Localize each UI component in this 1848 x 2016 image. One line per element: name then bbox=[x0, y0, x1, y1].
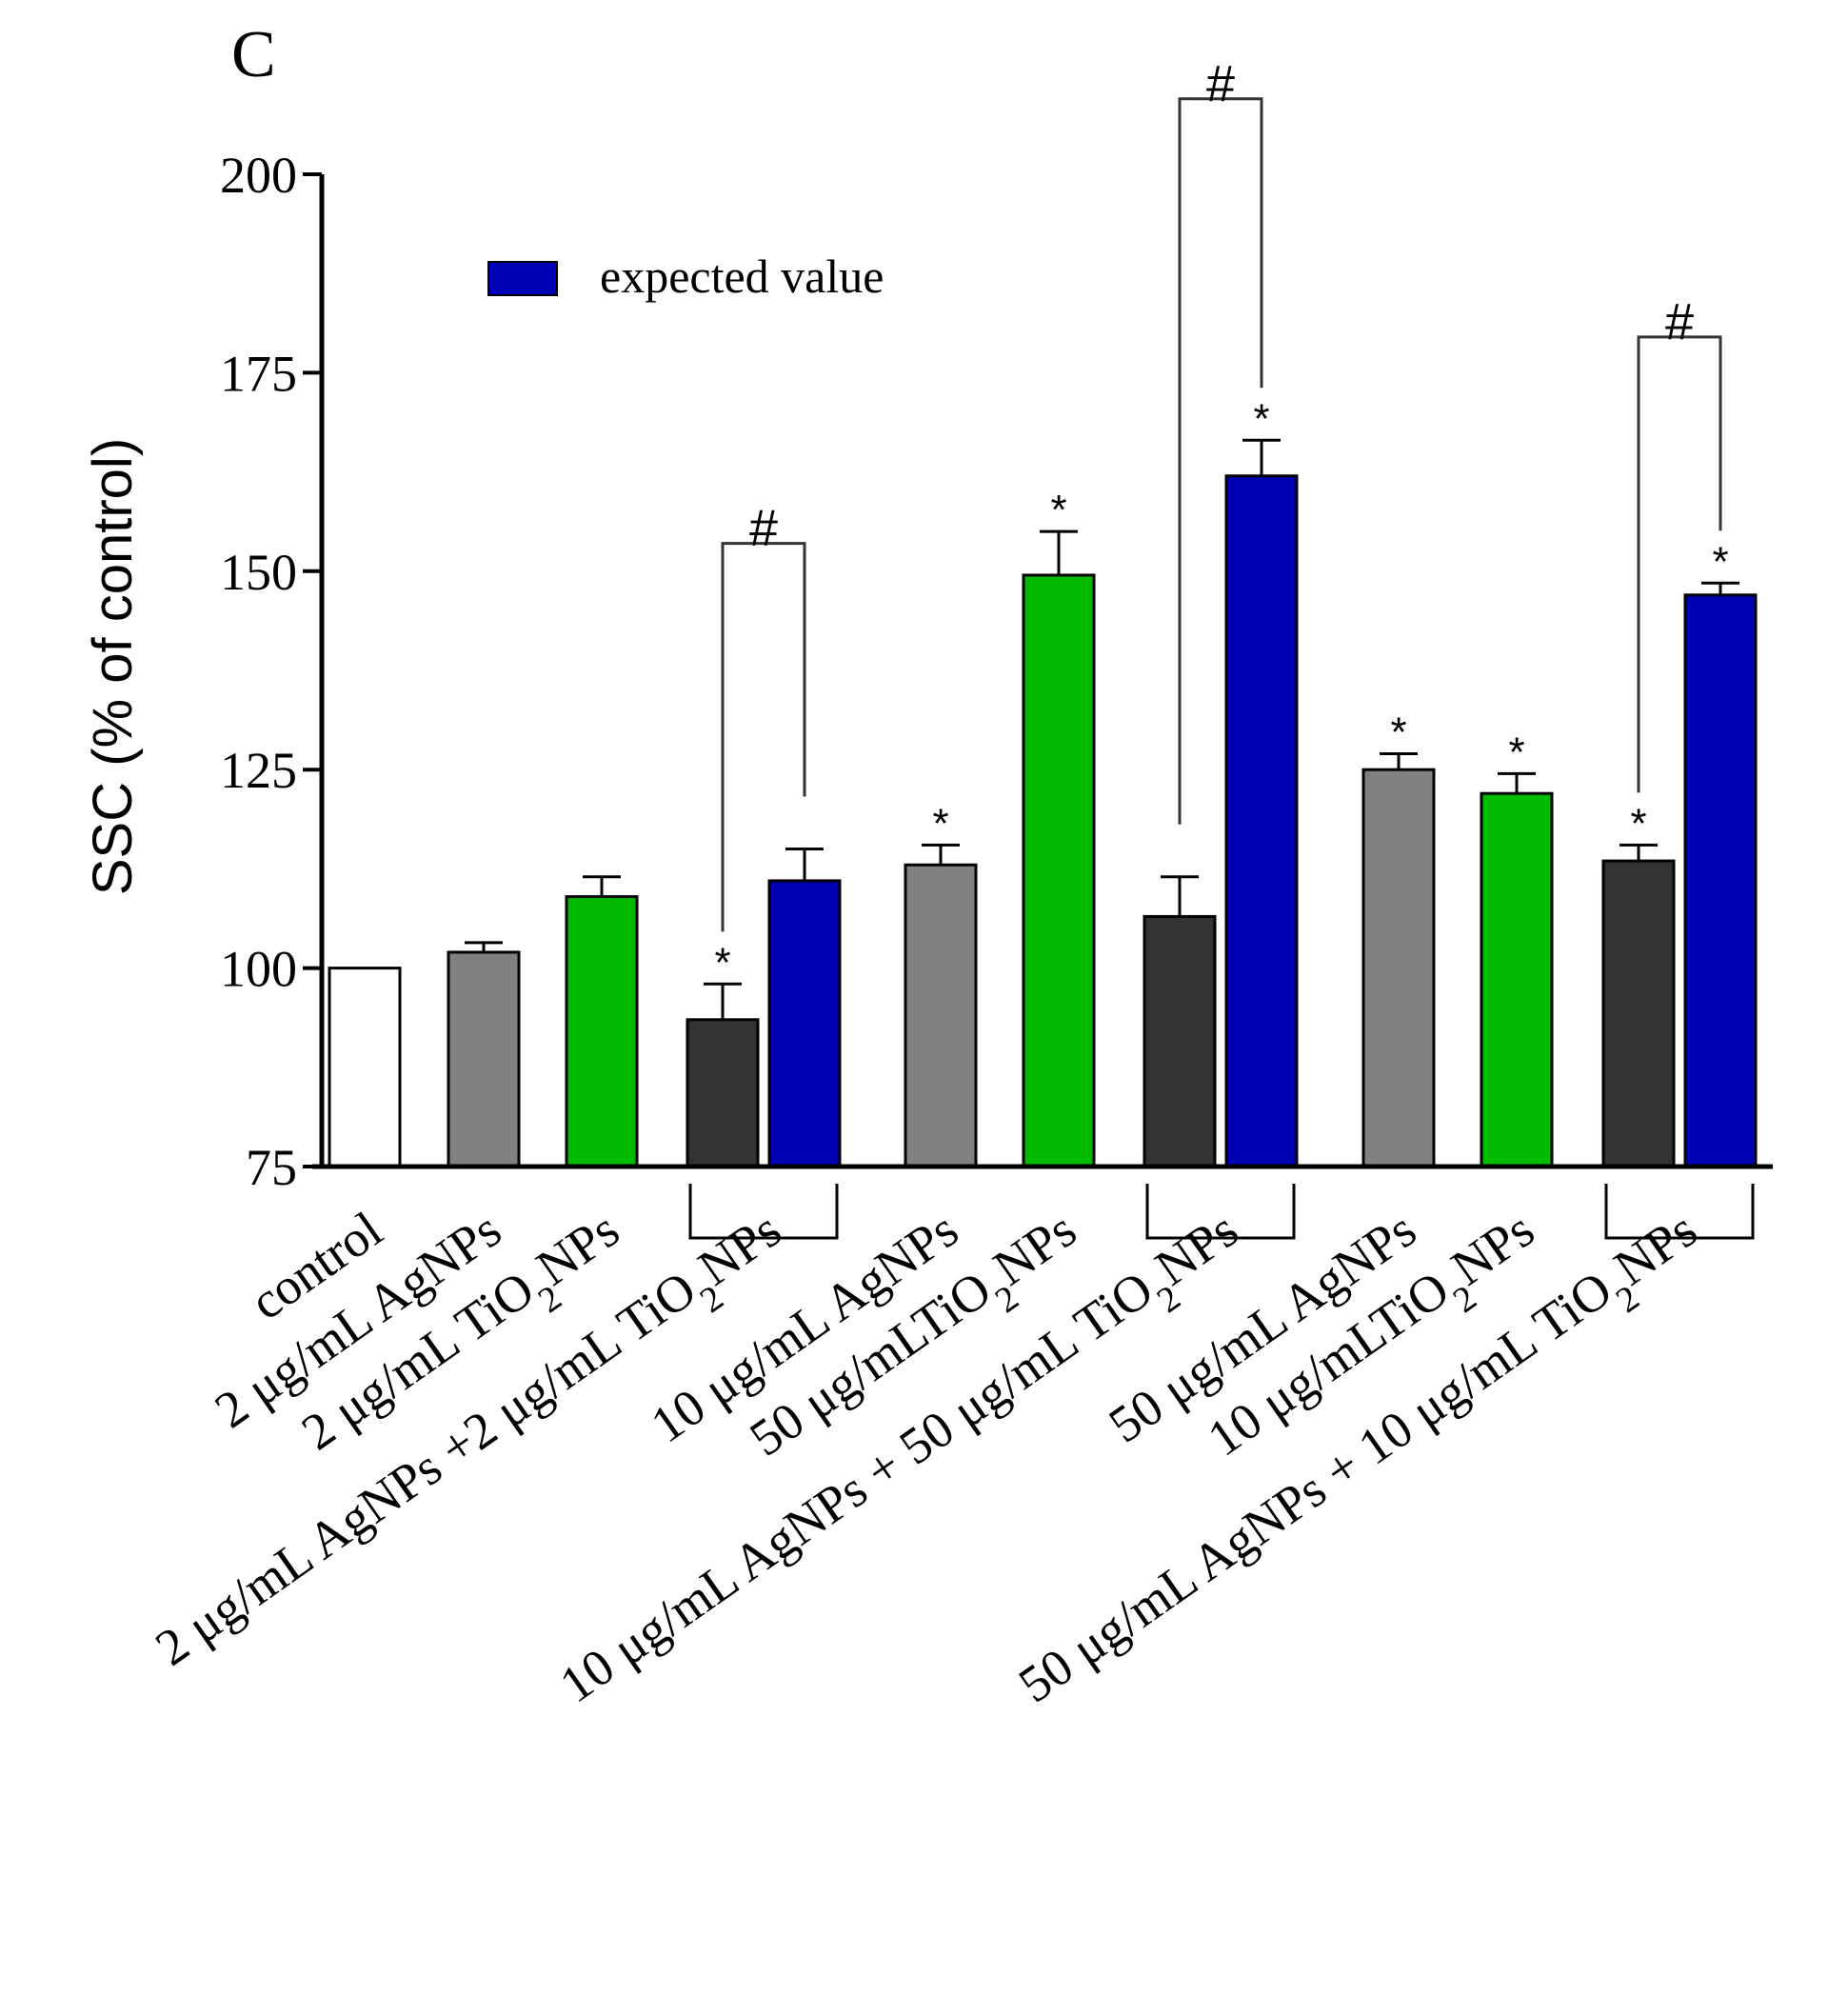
combination-bracket bbox=[1145, 1184, 1296, 1240]
significance-star: * bbox=[1050, 487, 1066, 533]
y-tick-label: 125 bbox=[220, 742, 297, 799]
bar bbox=[1022, 573, 1096, 1168]
bar bbox=[447, 950, 521, 1168]
y-tick-label: 75 bbox=[246, 1139, 297, 1196]
significance-star: * bbox=[1253, 395, 1269, 442]
significance-star: * bbox=[1712, 538, 1728, 585]
significance-star: * bbox=[1630, 800, 1646, 847]
bar bbox=[1683, 593, 1758, 1168]
panel-label: C bbox=[231, 18, 276, 91]
bar bbox=[1143, 914, 1217, 1168]
significance-hash: # bbox=[749, 500, 778, 557]
legend-label: expected value bbox=[600, 250, 884, 303]
bar bbox=[1480, 791, 1554, 1168]
legend: expected value bbox=[487, 250, 884, 303]
bar bbox=[1601, 859, 1676, 1168]
y-tick-label: 200 bbox=[220, 147, 297, 204]
bar bbox=[1361, 768, 1436, 1168]
bar bbox=[904, 863, 978, 1168]
bar bbox=[686, 1018, 760, 1168]
significance-hash: # bbox=[1206, 55, 1235, 112]
y-axis-label: SSC (% of control) bbox=[82, 438, 144, 895]
legend-swatch bbox=[487, 261, 558, 296]
combination-bracket bbox=[1604, 1184, 1755, 1240]
y-tick-label: 175 bbox=[220, 345, 297, 402]
significance-star: * bbox=[714, 939, 730, 986]
bar bbox=[328, 967, 402, 1168]
significance-star: * bbox=[932, 800, 948, 847]
significance-hash: # bbox=[1665, 293, 1694, 350]
significance-star: * bbox=[1508, 729, 1524, 775]
bar bbox=[767, 879, 842, 1168]
significance-bracket bbox=[1178, 97, 1263, 825]
combination-bracket bbox=[688, 1184, 839, 1240]
bar bbox=[1224, 474, 1299, 1168]
y-tick-label: 150 bbox=[220, 544, 297, 601]
bar bbox=[565, 895, 639, 1168]
significance-star: * bbox=[1390, 709, 1406, 756]
y-tick-label: 100 bbox=[220, 941, 297, 998]
significance-bracket bbox=[721, 542, 806, 932]
significance-bracket bbox=[1637, 335, 1722, 793]
